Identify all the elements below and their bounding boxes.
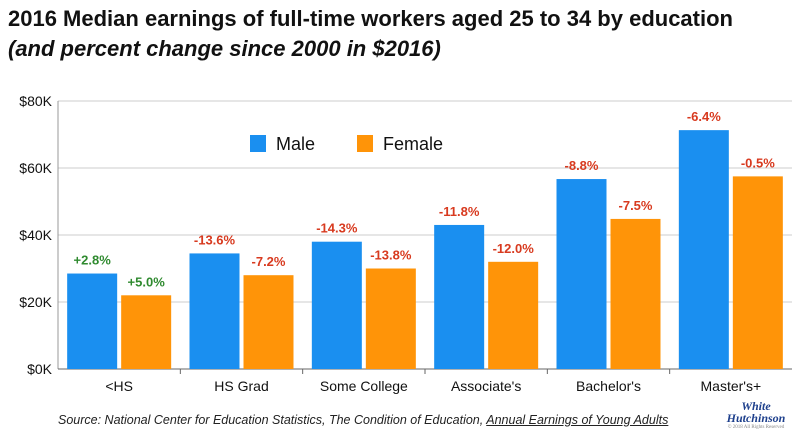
data-label: +5.0% bbox=[128, 274, 166, 289]
data-label: +2.8% bbox=[74, 253, 112, 268]
bar-male bbox=[67, 273, 118, 369]
data-label: -12.0% bbox=[493, 241, 535, 256]
legend-label-male: Male bbox=[276, 134, 315, 154]
x-tick-label: Bachelor's bbox=[576, 378, 641, 394]
source-link[interactable]: Annual Earnings of Young Adults bbox=[486, 413, 669, 427]
bar-male bbox=[434, 224, 485, 369]
bar-female bbox=[121, 295, 172, 369]
legend-label-female: Female bbox=[383, 134, 443, 154]
data-label: -13.8% bbox=[370, 248, 412, 263]
legend-swatch-female bbox=[357, 135, 373, 152]
bar-female bbox=[610, 218, 661, 369]
y-tick-label: $40K bbox=[19, 227, 52, 243]
bar-male bbox=[678, 130, 729, 369]
x-tick-label: Master's+ bbox=[701, 378, 762, 394]
legend-swatch-male bbox=[250, 135, 266, 152]
data-label: -8.8% bbox=[565, 158, 599, 173]
logo-line1: White bbox=[741, 399, 771, 413]
data-label: -7.5% bbox=[619, 198, 653, 213]
bar-female bbox=[365, 268, 416, 369]
bar-male bbox=[556, 179, 607, 369]
bar-female bbox=[488, 261, 539, 369]
x-tick-label: Some College bbox=[320, 378, 408, 394]
bar-male bbox=[311, 241, 362, 369]
data-label: -6.4% bbox=[687, 109, 721, 124]
y-tick-label: $60K bbox=[19, 160, 52, 176]
source-text: Source: National Center for Education St… bbox=[58, 413, 487, 427]
y-tick-label: $80K bbox=[19, 93, 52, 109]
logo-copyright: © 2018 All Rights Reserved bbox=[727, 425, 785, 430]
logo-line2: Hutchinson bbox=[726, 411, 786, 425]
chart-title: 2016 Median earnings of full-time worker… bbox=[8, 6, 733, 31]
x-tick-label: <HS bbox=[105, 378, 133, 394]
data-label: -7.2% bbox=[252, 254, 286, 269]
data-label: -11.8% bbox=[439, 204, 480, 219]
y-tick-label: $0K bbox=[27, 361, 53, 377]
source-note: Source: National Center for Education St… bbox=[58, 413, 668, 427]
bar-male bbox=[189, 253, 240, 369]
y-tick-label: $20K bbox=[19, 294, 52, 310]
bar-female bbox=[243, 275, 294, 369]
data-label: -0.5% bbox=[741, 155, 775, 170]
x-tick-label: HS Grad bbox=[214, 378, 268, 394]
chart-subtitle: (and percent change since 2000 in $2016) bbox=[8, 36, 441, 61]
company-logo: White Hutchinson © 2018 All Rights Reser… bbox=[716, 400, 796, 436]
data-label: -13.6% bbox=[194, 232, 236, 247]
data-label: -14.3% bbox=[316, 221, 358, 236]
x-tick-label: Associate's bbox=[451, 378, 521, 394]
bar-female bbox=[732, 176, 783, 369]
